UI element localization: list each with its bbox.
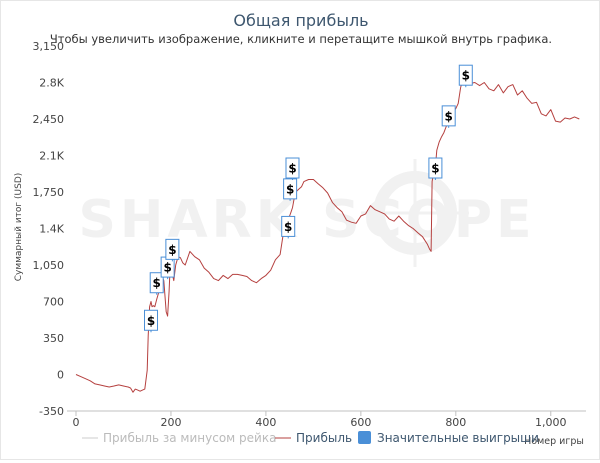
big-win-marker-box — [458, 64, 473, 86]
x-axis-label: Номер игры — [524, 436, 584, 447]
x-tick-label: 600 — [350, 416, 371, 429]
big-win-marker-box — [428, 157, 443, 179]
big-win-marker-box — [281, 215, 296, 237]
big-win-marker-label: $ — [163, 261, 171, 275]
legend-item-profit[interactable]: Прибыль — [275, 431, 352, 445]
big-win-marker[interactable]: $ — [283, 178, 298, 201]
legend-swatch-big-wins — [358, 431, 371, 444]
big-win-marker-label: $ — [431, 162, 439, 176]
big-win-marker[interactable]: $ — [428, 157, 443, 181]
significant-win-markers[interactable]: $$$$$$$ $$$ — [144, 64, 473, 333]
big-win-marker[interactable]: $ — [281, 215, 296, 239]
big-win-marker-box — [149, 272, 164, 294]
big-win-marker-box — [165, 238, 180, 260]
watermark-scope-icon — [361, 159, 469, 267]
x-tick-label: 1,000 — [535, 416, 567, 429]
y-axis-label: Суммарный итог (USD) — [14, 173, 24, 282]
x-tick-label: 200 — [160, 416, 181, 429]
y-tick-label: 1.4K — [39, 223, 64, 236]
x-axis-ticks: 0 200 400 600 800 1,000 — [73, 411, 567, 429]
big-win-marker[interactable]: $ — [441, 105, 456, 128]
y-axis-ticks: -350 0 350 700 1,050 1.4K 1,750 2.1K 2,450 2.8K 3,… — [33, 40, 65, 418]
big-win-marker-label: $ — [288, 162, 296, 176]
legend-label-big-wins: Значительные выигрыши — [377, 431, 539, 445]
legend[interactable]: Прибыль за минусом рейка Прибыль Значите… — [82, 431, 539, 445]
big-win-marker-box — [441, 105, 456, 127]
y-tick-label: 2.8K — [39, 77, 64, 90]
legend-label-rake: Прибыль за минусом рейка — [103, 431, 276, 445]
big-win-marker-label: $ — [286, 182, 294, 196]
big-win-marker[interactable]: $ — [149, 272, 164, 295]
y-tick-label: 1,750 — [33, 186, 65, 199]
x-tick-label: 0 — [73, 416, 80, 429]
big-win-marker-box — [285, 157, 300, 179]
y-tick-label: 1,050 — [33, 259, 65, 272]
big-win-marker-box — [283, 178, 298, 200]
watermark: SHARK SCOPE — [78, 190, 535, 250]
big-win-marker[interactable]: $ — [144, 309, 159, 333]
x-tick-label: 800 — [445, 416, 466, 429]
big-win-marker-label: $ — [462, 69, 470, 83]
big-win-marker-label: $ — [168, 243, 176, 257]
big-win-marker[interactable]: $ — [458, 64, 473, 88]
big-win-marker[interactable]: $ — [285, 157, 300, 181]
legend-item-big-wins[interactable]: Значительные выигрыши — [358, 431, 539, 445]
big-win-marker-label: $ — [147, 314, 155, 328]
big-win-marker[interactable]: $ — [160, 256, 175, 280]
chart-subtitle: Чтобы увеличить изображение, кликните и … — [50, 32, 552, 46]
legend-item-rake[interactable]: Прибыль за минусом рейка — [82, 431, 276, 445]
x-tick-label: 400 — [255, 416, 276, 429]
legend-label-profit: Прибыль — [296, 431, 352, 445]
big-win-marker-label: $ — [284, 220, 292, 234]
big-win-marker-box — [144, 309, 159, 331]
y-tick-label: 3,150 — [33, 40, 65, 53]
y-tick-label: 350 — [43, 332, 64, 345]
y-tick-label: -350 — [39, 405, 64, 418]
y-tick-label: 2.1K — [39, 150, 64, 163]
big-win-marker-label: $ — [445, 109, 453, 123]
y-tick-label: 700 — [43, 296, 64, 309]
big-win-marker-label: $ — [153, 276, 161, 290]
y-tick-label: 0 — [57, 369, 64, 382]
big-win-marker[interactable]: $ — [165, 238, 180, 262]
chart-title: Общая прибыль — [233, 11, 368, 30]
y-tick-label: 2,450 — [33, 113, 65, 126]
